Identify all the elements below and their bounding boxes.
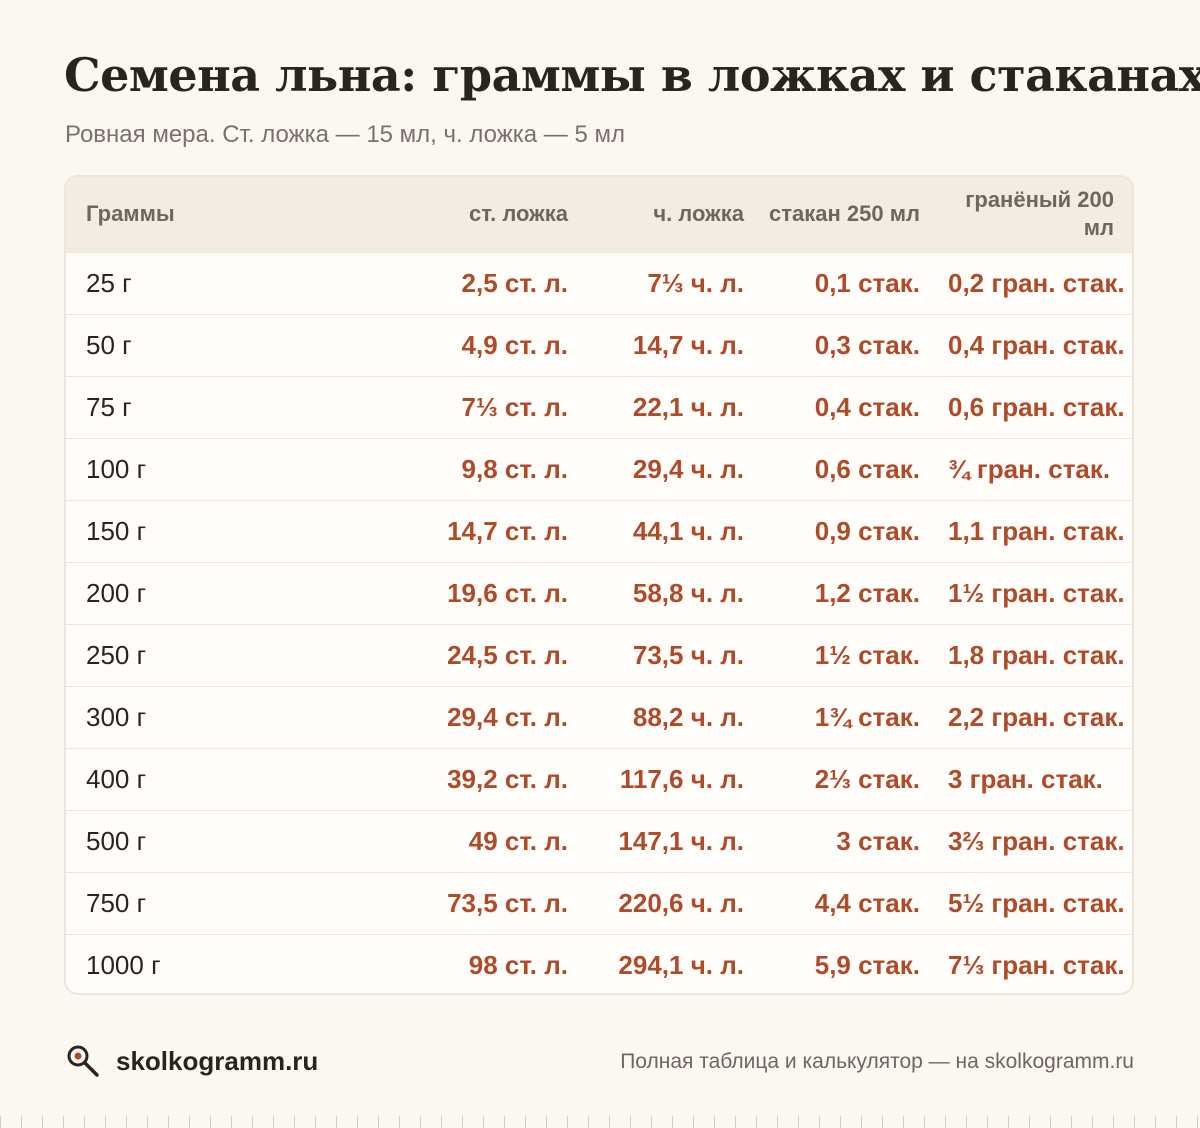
table-row: 400 г 39,2 ст. л. 117,6 ч. л. 2⅓ стак. 3 гра…: [66, 748, 1132, 810]
cell-cup-250: 1,2 стак.: [814, 577, 920, 608]
table-row: 25 г 2,5 ст. л. 7⅓ ч. л. 0,1 стак. 0,2 гран.…: [66, 252, 1132, 314]
cell-faceted-glass-200: 5½ гран. стак.: [948, 887, 1125, 918]
cell-faceted-glass-200: 1½ гран. стак.: [948, 577, 1125, 608]
cell-grams: 100 г: [86, 453, 147, 484]
cell-tablespoon: 2,5 ст. л.: [461, 267, 568, 298]
cell-grams: 300 г: [86, 701, 147, 732]
column-header-grams: Граммы: [86, 201, 175, 227]
column-header-faceted-glass-200: гранёный 200 мл: [965, 187, 1114, 241]
cell-faceted-glass-200: 1,1 гран. стак.: [948, 515, 1125, 546]
magnifier-icon: [67, 1045, 99, 1077]
brand-name: skolkogramm.ru: [116, 1045, 319, 1076]
cell-faceted-glass-200: 1,8 гран. стак.: [948, 639, 1125, 670]
cell-cup-250: 1¾ стак.: [814, 701, 920, 732]
cell-teaspoon: 22,1 ч. л.: [632, 391, 744, 422]
cell-grams: 50 г: [86, 329, 132, 360]
column-header-cup-250: стакан 250 мл: [769, 201, 920, 227]
cell-tablespoon: 39,2 ст. л.: [447, 763, 568, 794]
table-row: 75 г 7⅓ ст. л. 22,1 ч. л. 0,4 стак. 0,6 гран…: [66, 376, 1132, 438]
cell-faceted-glass-200: 0,6 гран. стак.: [948, 391, 1125, 422]
cell-grams: 750 г: [86, 887, 147, 918]
cell-faceted-glass-200: 0,4 гран. стак.: [948, 329, 1125, 360]
table-row: 300 г 29,4 ст. л. 88,2 ч. л. 1¾ стак. 2,2 гр…: [66, 686, 1132, 748]
conversion-table: Граммы ст. ложка ч. ложка стакан 250 мл …: [66, 177, 1132, 993]
conversion-table-card: Граммы ст. ложка ч. ложка стакан 250 мл …: [64, 175, 1134, 995]
table-header-row: Граммы ст. ложка ч. ложка стакан 250 мл …: [66, 177, 1132, 252]
cell-cup-250: 5,9 стак.: [814, 949, 920, 980]
cell-grams: 75 г: [86, 391, 132, 422]
cell-grams: 250 г: [86, 639, 147, 670]
cell-teaspoon: 88,2 ч. л.: [632, 701, 744, 732]
page-subtitle: Ровная мера. Ст. ложка — 15 мл, ч. ложка…: [65, 121, 625, 148]
cell-teaspoon: 44,1 ч. л.: [632, 515, 744, 546]
cell-teaspoon: 147,1 ч. л.: [618, 825, 744, 856]
cell-tablespoon: 7⅓ ст. л.: [461, 391, 568, 422]
table-row: 1000 г 98 ст. л. 294,1 ч. л. 5,9 стак. 7⅓ гр…: [66, 934, 1132, 993]
cell-teaspoon: 7⅓ ч. л.: [647, 267, 744, 298]
decorative-ruler: [0, 1108, 1200, 1128]
cell-grams: 1000 г: [86, 949, 161, 980]
cell-tablespoon: 9,8 ст. л.: [461, 453, 568, 484]
column-header-tablespoon: ст. ложка: [469, 201, 568, 227]
cell-cup-250: 3 стак.: [836, 825, 920, 856]
cell-faceted-glass-200: 3⅔ гран. стак.: [948, 825, 1125, 856]
table-row: 250 г 24,5 ст. л. 73,5 ч. л. 1½ стак. 1,8 гр…: [66, 624, 1132, 686]
footer-note: Полная таблица и калькулятор — на skolko…: [620, 1050, 1134, 1073]
cell-cup-250: 2⅓ стак.: [814, 763, 920, 794]
cell-cup-250: 4,4 стак.: [814, 887, 920, 918]
cell-cup-250: 0,6 стак.: [814, 453, 920, 484]
table-row: 200 г 19,6 ст. л. 58,8 ч. л. 1,2 стак. 1½ гр…: [66, 562, 1132, 624]
table-row: 500 г 49 ст. л. 147,1 ч. л. 3 стак. 3⅔ гран.…: [66, 810, 1132, 872]
cell-grams: 400 г: [86, 763, 147, 794]
cell-faceted-glass-200: 7⅓ гран. стак.: [948, 949, 1125, 980]
cell-tablespoon: 73,5 ст. л.: [447, 887, 568, 918]
cell-tablespoon: 19,6 ст. л.: [447, 577, 568, 608]
cell-cup-250: 0,3 стак.: [814, 329, 920, 360]
table-row: 50 г 4,9 ст. л. 14,7 ч. л. 0,3 стак. 0,4 гра…: [66, 314, 1132, 376]
cell-cup-250: 0,4 стак.: [814, 391, 920, 422]
cell-tablespoon: 49 ст. л.: [468, 825, 568, 856]
cell-tablespoon: 4,9 ст. л.: [461, 329, 568, 360]
footer-brand[interactable]: skolkogramm.ru: [66, 1044, 318, 1078]
cell-tablespoon: 29,4 ст. л.: [447, 701, 568, 732]
table-row: 750 г 73,5 ст. л. 220,6 ч. л. 4,4 стак. 5½ г…: [66, 872, 1132, 934]
cell-teaspoon: 294,1 ч. л.: [618, 949, 744, 980]
cell-teaspoon: 29,4 ч. л.: [632, 453, 744, 484]
cell-cup-250: 0,9 стак.: [814, 515, 920, 546]
cell-faceted-glass-200: 0,2 гран. стак.: [948, 267, 1125, 298]
cell-faceted-glass-200: ¾ гран. стак.: [948, 453, 1111, 484]
cell-tablespoon: 24,5 ст. л.: [447, 639, 568, 670]
cell-faceted-glass-200: 3 гран. стак.: [948, 763, 1103, 794]
cell-teaspoon: 58,8 ч. л.: [632, 577, 744, 608]
cell-faceted-glass-200: 2,2 гран. стак.: [948, 701, 1125, 732]
cell-grams: 150 г: [86, 515, 147, 546]
cell-grams: 500 г: [86, 825, 147, 856]
cell-grams: 25 г: [86, 267, 132, 298]
table-row: 100 г 9,8 ст. л. 29,4 ч. л. 0,6 стак. ¾ гран…: [66, 438, 1132, 500]
cell-tablespoon: 98 ст. л.: [468, 949, 568, 980]
cell-cup-250: 0,1 стак.: [814, 267, 920, 298]
table-row: 150 г 14,7 ст. л. 44,1 ч. л. 0,9 стак. 1,1 г…: [66, 500, 1132, 562]
cell-cup-250: 1½ стак.: [814, 639, 920, 670]
cell-teaspoon: 14,7 ч. л.: [632, 329, 744, 360]
table-body: 25 г 2,5 ст. л. 7⅓ ч. л. 0,1 стак. 0,2 гран.…: [66, 252, 1132, 993]
column-header-teaspoon: ч. ложка: [653, 201, 744, 227]
cell-teaspoon: 220,6 ч. л.: [618, 887, 744, 918]
cell-teaspoon: 73,5 ч. л.: [632, 639, 744, 670]
cell-grams: 200 г: [86, 577, 147, 608]
page-title: Семена льна: граммы в ложках и стаканах: [64, 48, 1200, 102]
cell-tablespoon: 14,7 ст. л.: [447, 515, 568, 546]
cell-teaspoon: 117,6 ч. л.: [619, 763, 744, 794]
